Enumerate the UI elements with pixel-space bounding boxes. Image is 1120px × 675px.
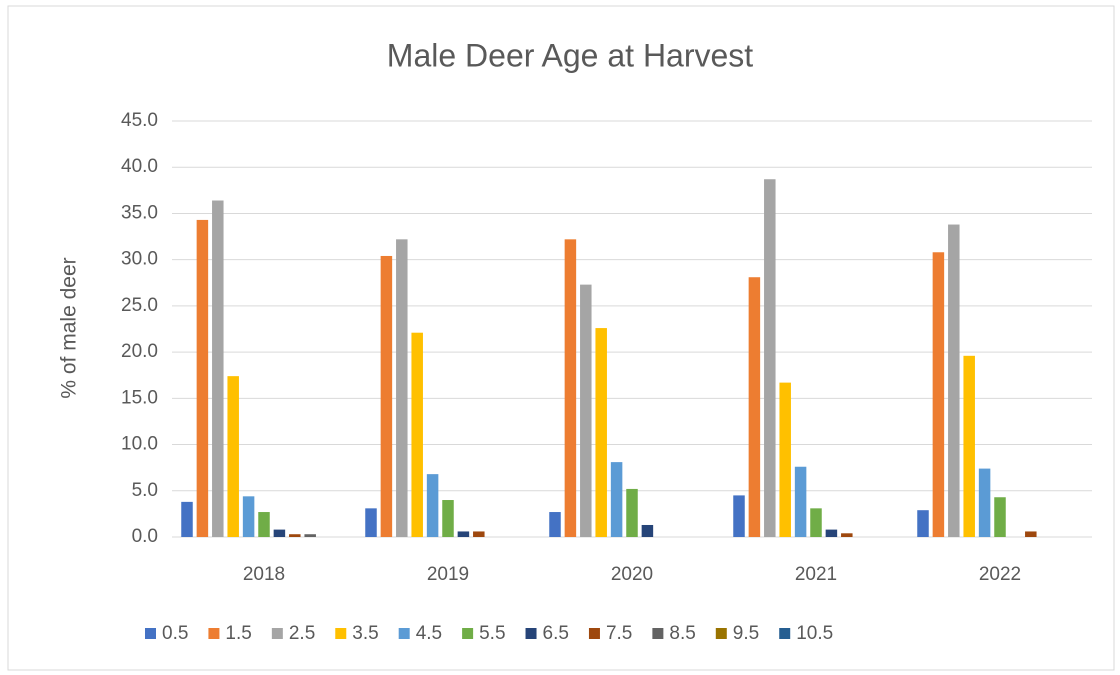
bar: [289, 534, 301, 537]
y-tick-label: 10.0: [121, 434, 158, 455]
legend-label: 9.5: [733, 623, 759, 644]
legend-label: 7.5: [606, 623, 632, 644]
y-axis-title: % of male deer: [58, 257, 81, 398]
chart-frame: [7, 5, 1115, 671]
legend-swatch: [462, 628, 474, 639]
legend-label: 4.5: [416, 623, 442, 644]
bar: [810, 508, 822, 537]
bar: [794, 466, 807, 537]
legend-label: 8.5: [669, 623, 695, 644]
bar: [917, 510, 929, 537]
bar: [304, 534, 316, 537]
bar: [365, 508, 377, 537]
bar: [825, 529, 838, 537]
legend-swatch: [588, 628, 600, 639]
bar: [549, 512, 561, 537]
bar: [779, 382, 791, 537]
bar: [932, 252, 945, 537]
bar: [242, 496, 255, 537]
x-tick-label: 2019: [427, 564, 469, 585]
legend-label: 2.5: [289, 623, 315, 644]
bar: [457, 531, 470, 537]
legend-label: 6.5: [543, 623, 569, 644]
legend-label: 0.5: [162, 623, 188, 644]
bar: [227, 376, 239, 537]
bar: [442, 500, 454, 537]
legend-label: 1.5: [225, 623, 251, 644]
bar: [733, 495, 745, 537]
legend-label: 3.5: [352, 623, 378, 644]
legend-swatch: [779, 628, 791, 639]
bar: [380, 255, 393, 538]
y-tick-label: 5.0: [132, 480, 158, 501]
legend-label: 10.5: [796, 623, 833, 644]
bar: [580, 284, 592, 537]
bar: [764, 179, 776, 538]
bar: [473, 531, 485, 537]
bar: [396, 239, 408, 537]
bar: [258, 512, 270, 537]
bar: [610, 462, 623, 537]
legend-swatch: [525, 628, 537, 639]
x-tick-label: 2018: [243, 564, 285, 585]
legend-swatch: [398, 628, 410, 639]
bar: [196, 219, 209, 537]
bar: [411, 332, 423, 537]
legend-swatch: [715, 628, 727, 639]
y-tick-label: 35.0: [121, 202, 158, 223]
bar: [948, 224, 960, 537]
bar: [426, 474, 439, 537]
legend-swatch: [652, 628, 664, 639]
bar: [181, 501, 193, 537]
x-tick-label: 2020: [611, 564, 653, 585]
bar: [564, 239, 577, 537]
bar: [641, 524, 654, 537]
chart-title: Male Deer Age at Harvest: [387, 37, 754, 73]
legend-swatch: [208, 628, 220, 639]
y-tick-label: 20.0: [121, 341, 158, 362]
y-tick-label: 30.0: [121, 249, 158, 270]
y-tick-label: 25.0: [121, 295, 158, 316]
y-tick-label: 15.0: [121, 387, 158, 408]
legend-swatch: [271, 628, 283, 639]
y-tick-label: 40.0: [121, 156, 158, 177]
y-tick-label: 45.0: [121, 110, 158, 131]
bar: [841, 533, 853, 537]
bar: [1025, 531, 1037, 537]
bar: [978, 468, 991, 537]
bar: [626, 488, 638, 537]
bar: [212, 200, 224, 537]
legend-swatch: [335, 628, 347, 639]
y-tick-label: 0.0: [132, 526, 158, 547]
x-tick-label: 2021: [795, 564, 837, 585]
bar: [963, 355, 975, 537]
legend-label: 5.5: [479, 623, 505, 644]
bar: [994, 497, 1006, 537]
legend-swatch: [145, 628, 156, 639]
bar: [595, 328, 607, 537]
bar: [748, 277, 761, 537]
x-tick-label: 2022: [979, 564, 1021, 585]
bar: [273, 529, 286, 537]
